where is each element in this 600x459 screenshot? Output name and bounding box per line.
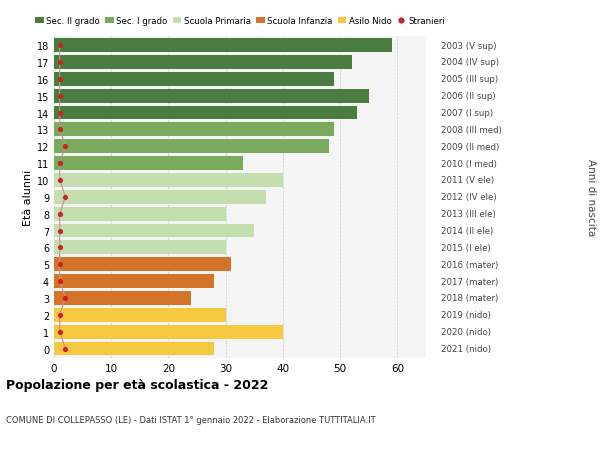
Point [55,42,65,50]
Text: 2021 (nido): 2021 (nido) [441,344,491,353]
Text: 2014 (II ele): 2014 (II ele) [441,227,493,235]
Point [55,126,65,134]
Point [61,345,70,353]
Text: 2019 (nido): 2019 (nido) [441,311,491,319]
Text: Anni di nascita: Anni di nascita [586,159,596,236]
Point [55,59,65,67]
Bar [54,224,254,238]
Point [61,194,70,201]
Bar [54,106,358,120]
Text: Popolazione per età scolastica - 2022: Popolazione per età scolastica - 2022 [6,379,268,392]
Point [55,160,65,168]
Text: 2010 (I med): 2010 (I med) [441,159,497,168]
Bar [54,174,283,187]
Y-axis label: Età alunni: Età alunni [23,169,32,225]
Bar [54,123,334,137]
Text: 2009 (II med): 2009 (II med) [441,142,499,151]
Point [55,312,65,319]
Text: 2015 (I ele): 2015 (I ele) [441,243,491,252]
Point [55,211,65,218]
Text: 2011 (V ele): 2011 (V ele) [441,176,494,185]
Bar [54,207,226,221]
Bar [54,325,283,339]
Bar [54,241,226,255]
Text: 2013 (III ele): 2013 (III ele) [441,210,496,218]
Text: COMUNE DI COLLEPASSO (LE) - Dati ISTAT 1° gennaio 2022 - Elaborazione TUTTITALIA: COMUNE DI COLLEPASSO (LE) - Dati ISTAT 1… [6,415,376,425]
Text: 2012 (IV ele): 2012 (IV ele) [441,193,497,202]
Point [55,278,65,285]
Text: 2007 (I sup): 2007 (I sup) [441,109,493,118]
Text: 2020 (nido): 2020 (nido) [441,327,491,336]
Text: 2003 (V sup): 2003 (V sup) [441,41,497,50]
Bar [54,56,352,70]
Bar [54,291,191,305]
Text: 2017 (mater): 2017 (mater) [441,277,498,286]
Bar [54,39,392,53]
Bar [54,157,243,171]
Point [55,93,65,100]
Bar [54,140,329,154]
Bar [54,308,226,322]
Bar [54,274,214,288]
Text: 2005 (III sup): 2005 (III sup) [441,75,498,84]
Point [55,328,65,336]
Legend: Sec. II grado, Sec. I grado, Scuola Primaria, Scuola Infanzia, Asilo Nido, Stran: Sec. II grado, Sec. I grado, Scuola Prim… [32,13,448,29]
Text: 2004 (IV sup): 2004 (IV sup) [441,58,499,67]
Text: 2018 (mater): 2018 (mater) [441,294,498,303]
Point [55,244,65,252]
Point [55,110,65,117]
Text: 2008 (III med): 2008 (III med) [441,126,502,134]
Bar [54,190,266,204]
Bar [54,258,232,272]
Bar [54,73,334,86]
Point [55,177,65,184]
Point [61,295,70,302]
Bar [54,90,369,103]
Text: 2016 (mater): 2016 (mater) [441,260,498,269]
Point [55,261,65,269]
Bar [54,342,214,356]
Point [61,143,70,151]
Point [55,227,65,235]
Point [55,76,65,83]
Text: 2006 (II sup): 2006 (II sup) [441,92,496,101]
